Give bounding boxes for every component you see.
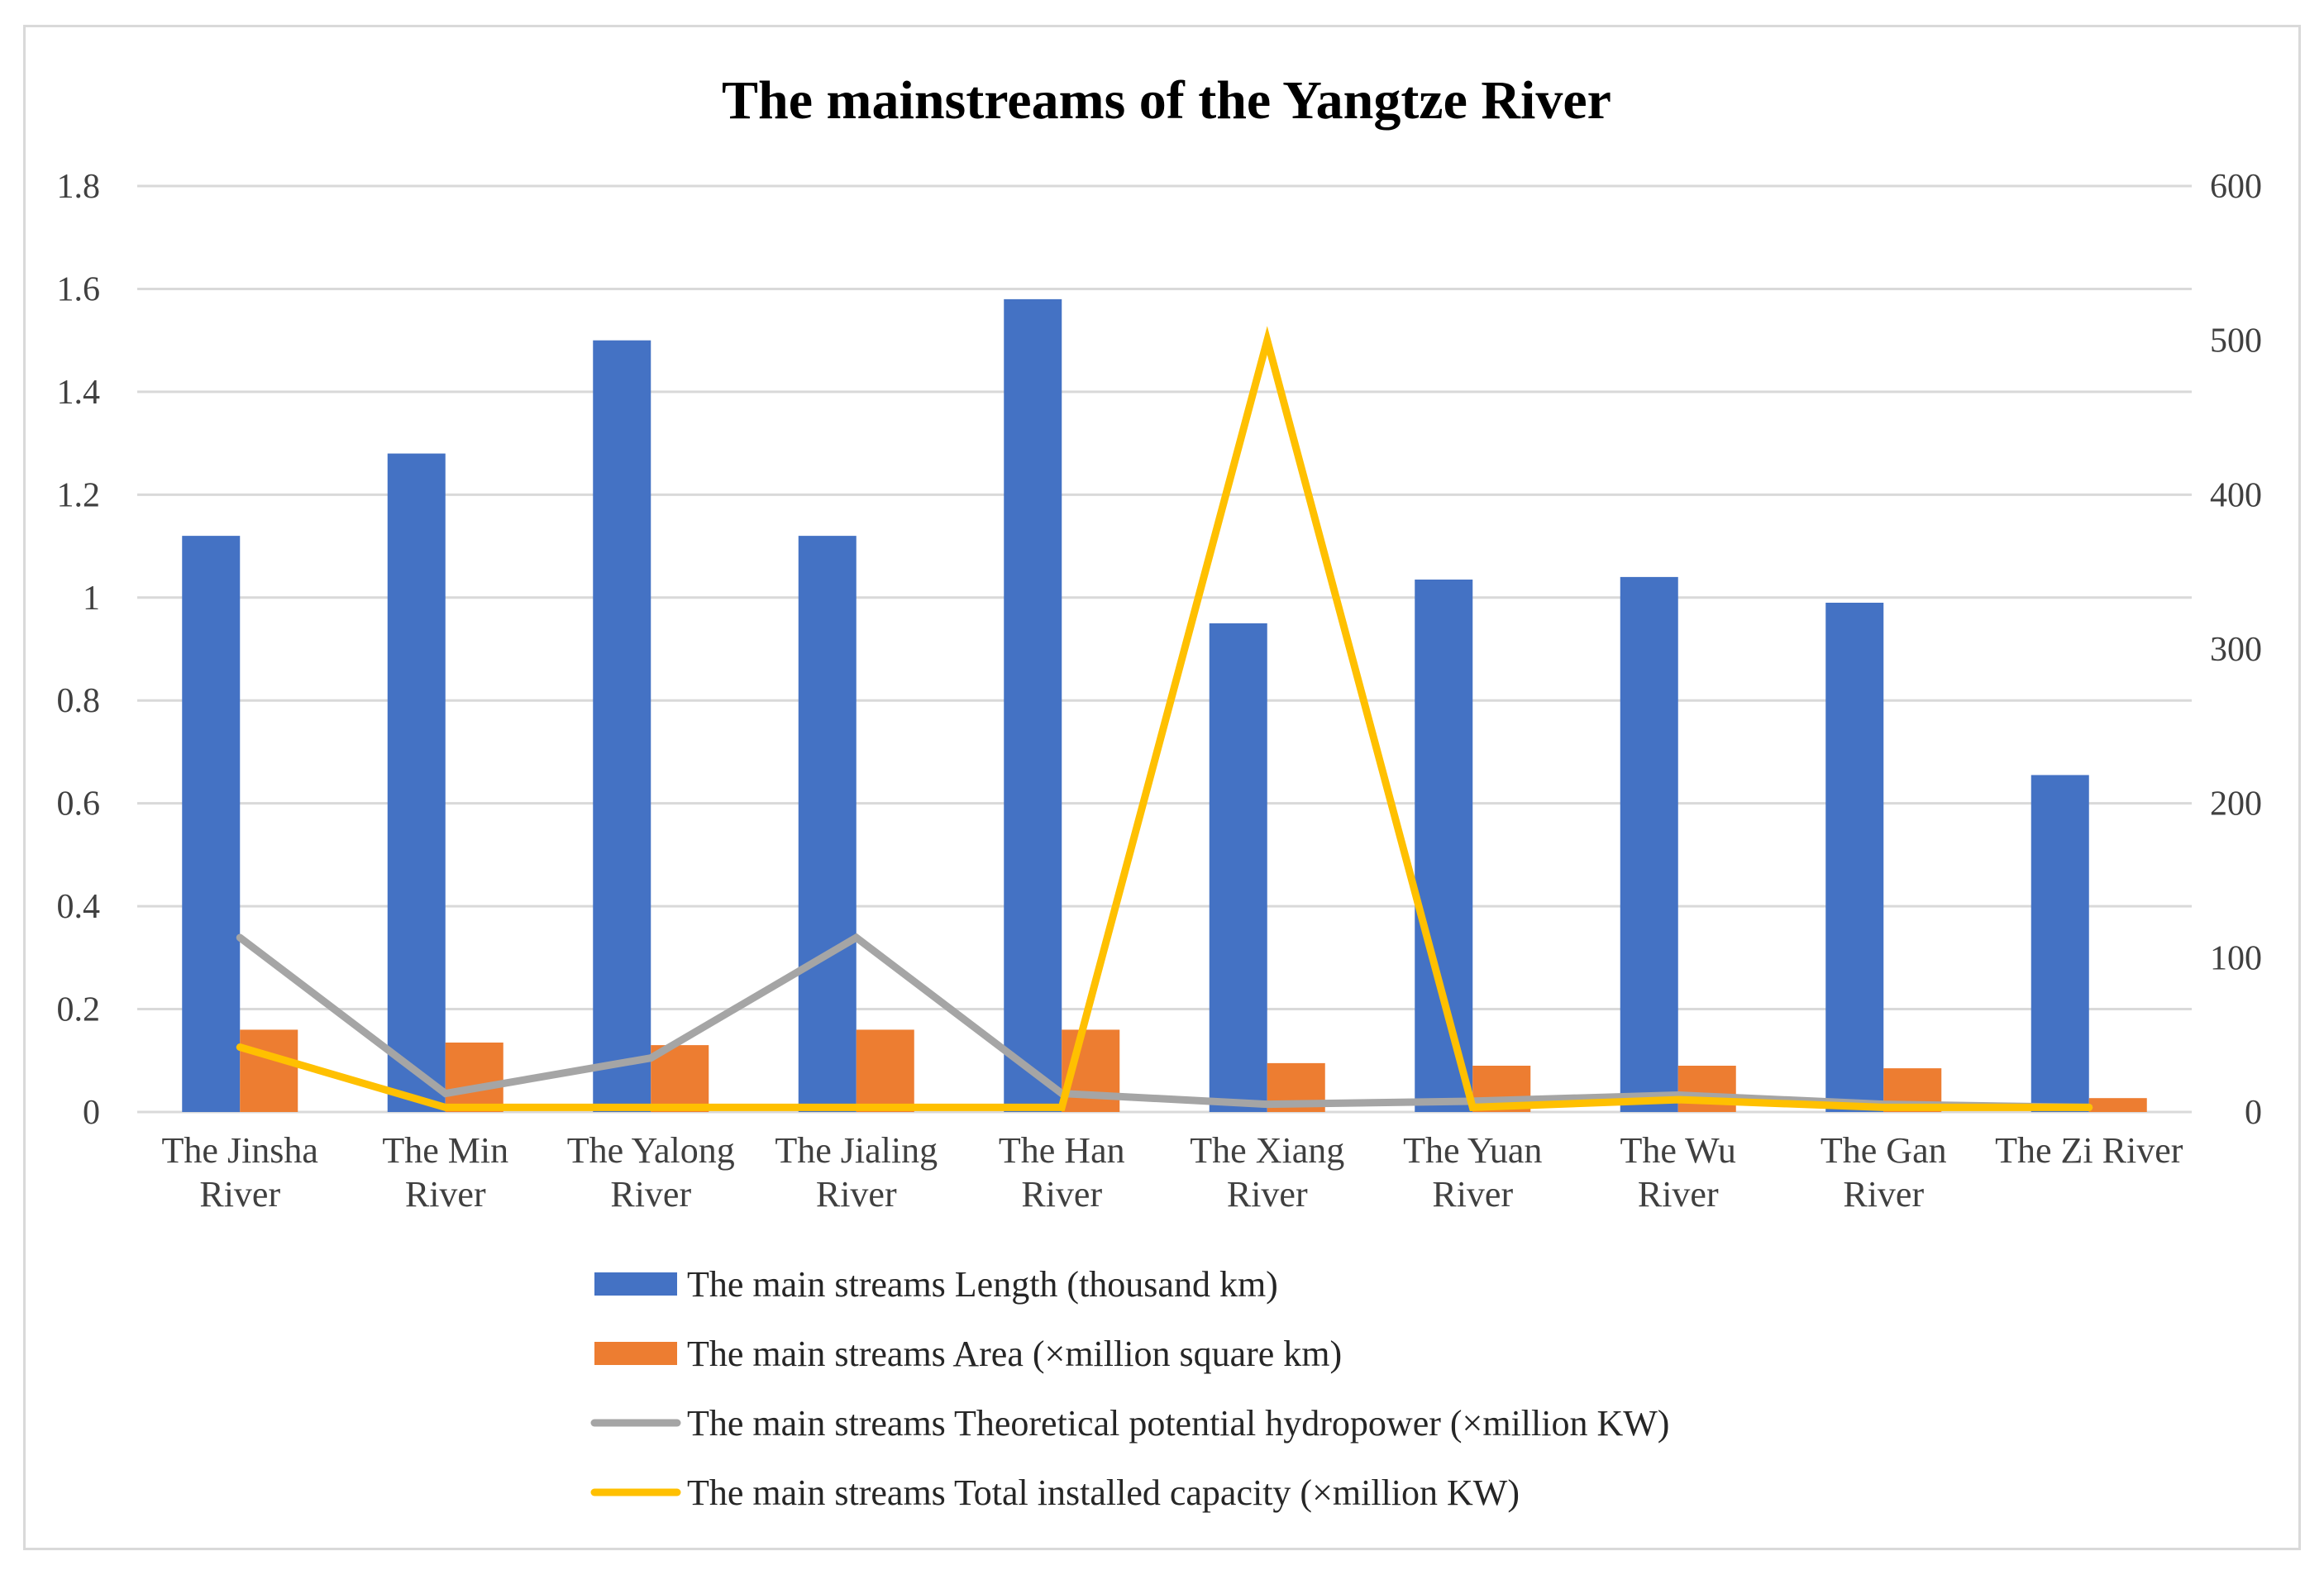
bar-area <box>856 1029 914 1112</box>
category-label: The Gan <box>1821 1130 1947 1171</box>
left-tick-label: 0.4 <box>57 888 101 926</box>
category-label: River <box>1843 1174 1924 1215</box>
left-tick-label: 0.6 <box>57 785 101 823</box>
right-tick-label: 0 <box>2245 1094 2262 1132</box>
category-label: The Zi River <box>1995 1130 2183 1171</box>
left-axis: 0 0.2 0.4 0.6 0.8 1 1.2 1.4 1.6 1.8 <box>57 168 101 1132</box>
legend-label: The main streams Theoretical potential h… <box>687 1403 1669 1444</box>
right-axis: 0 100 200 300 400 500 600 <box>2210 168 2262 1132</box>
line-theoretical-hydropower <box>236 933 2093 1111</box>
category-label: The Jinsha <box>162 1130 318 1171</box>
bar-length <box>798 536 857 1112</box>
bar-length <box>387 453 446 1112</box>
right-tick-label: 600 <box>2210 168 2262 206</box>
category-label: River <box>1432 1174 1513 1215</box>
category-label: The Yuan <box>1403 1130 1542 1171</box>
bar-length <box>2031 775 2089 1112</box>
category-label: River <box>199 1174 280 1215</box>
left-tick-label: 1.8 <box>57 168 101 206</box>
legend: The main streams Length (thousand km) The… <box>590 1264 1669 1513</box>
category-label: River <box>816 1174 897 1215</box>
category-label: River <box>1638 1174 1719 1215</box>
left-tick-label: 1.6 <box>57 270 101 308</box>
right-tick-label: 500 <box>2210 322 2262 360</box>
legend-swatch <box>594 1272 677 1296</box>
gridlines <box>137 184 2192 1114</box>
bar-length <box>1209 623 1267 1112</box>
category-label: River <box>1021 1174 1102 1215</box>
category-label: The Wu <box>1620 1130 1736 1171</box>
left-tick-label: 1.2 <box>57 476 101 514</box>
bar-length <box>1415 580 1473 1112</box>
category-label: The Yalong <box>567 1130 735 1171</box>
bar-series <box>182 298 2147 1113</box>
chart: The mainstreams of the Yangtze River 0 0.… <box>57 70 2263 1513</box>
category-label: River <box>610 1174 691 1215</box>
legend-label: The main streams Total installed capacit… <box>687 1472 1520 1513</box>
category-label: The Han <box>999 1130 1125 1171</box>
legend-swatch <box>594 1342 677 1365</box>
left-tick-label: 0 <box>83 1094 100 1132</box>
right-tick-label: 200 <box>2210 785 2262 823</box>
right-tick-label: 400 <box>2210 476 2262 514</box>
category-label: The Min <box>382 1130 508 1171</box>
line-series <box>236 326 2093 1112</box>
bar-area <box>445 1043 503 1112</box>
left-tick-label: 1 <box>83 580 100 618</box>
chart-title: The mainstreams of the Yangtze River <box>722 70 1611 131</box>
right-tick-label: 100 <box>2210 939 2262 977</box>
bar-area <box>2088 1098 2147 1112</box>
line-installed-capacity <box>236 326 2093 1112</box>
legend-label: The main streams Area (×million square k… <box>687 1334 1342 1374</box>
chart-frame: The mainstreams of the Yangtze River 0 0.… <box>23 25 2301 1550</box>
bar-area <box>240 1029 298 1112</box>
left-tick-label: 0.2 <box>57 991 101 1029</box>
left-tick-label: 0.8 <box>57 682 101 720</box>
bar-length <box>182 536 241 1112</box>
bar-length <box>1004 298 1062 1112</box>
bar-length <box>1825 603 1884 1112</box>
left-tick-label: 1.4 <box>57 374 101 412</box>
category-label: The Jialing <box>775 1130 938 1171</box>
bar-length <box>1620 576 1678 1112</box>
category-label: River <box>405 1174 486 1215</box>
legend-label: The main streams Length (thousand km) <box>687 1264 1278 1305</box>
bar-length <box>593 340 651 1113</box>
category-label: River <box>1227 1174 1308 1215</box>
right-tick-label: 300 <box>2210 631 2262 669</box>
category-label: The Xiang <box>1190 1130 1344 1171</box>
